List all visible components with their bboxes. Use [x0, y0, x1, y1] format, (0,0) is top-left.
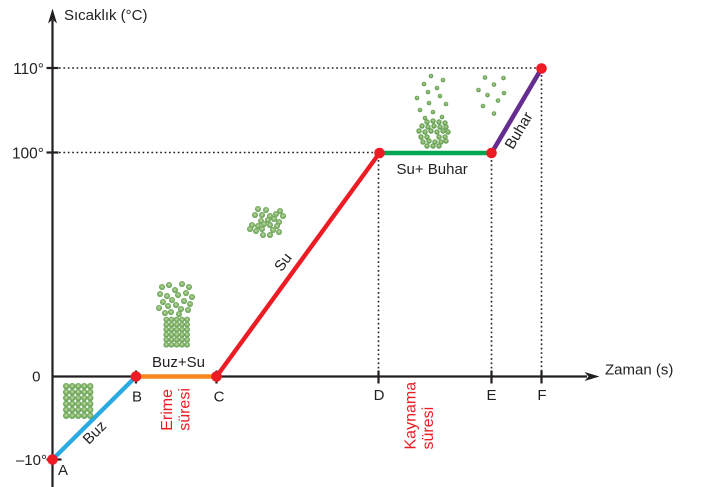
svg-text:F: F	[537, 387, 546, 404]
svg-text:Su+ Buhar: Su+ Buhar	[397, 161, 468, 178]
svg-text:110°: 110°	[13, 61, 44, 78]
svg-text:Zaman (s): Zaman (s)	[605, 362, 673, 379]
svg-text:0: 0	[32, 369, 40, 386]
svg-text:E: E	[486, 387, 496, 404]
svg-text:–10°: –10°	[16, 452, 47, 469]
svg-text:100°: 100°	[12, 146, 44, 163]
svg-text:Sıcaklık (°C): Sıcaklık (°C)	[64, 7, 148, 24]
svg-text:C: C	[214, 389, 225, 406]
svg-text:süresi: süresi	[177, 388, 194, 431]
svg-text:Erime: Erime	[159, 389, 176, 431]
svg-text:D: D	[374, 387, 385, 404]
svg-text:B: B	[132, 389, 142, 406]
svg-text:A: A	[58, 462, 68, 479]
svg-text:Buz+Su: Buz+Su	[152, 354, 205, 371]
svg-text:süresi: süresi	[420, 407, 437, 450]
svg-text:Kaynama: Kaynama	[403, 382, 420, 450]
